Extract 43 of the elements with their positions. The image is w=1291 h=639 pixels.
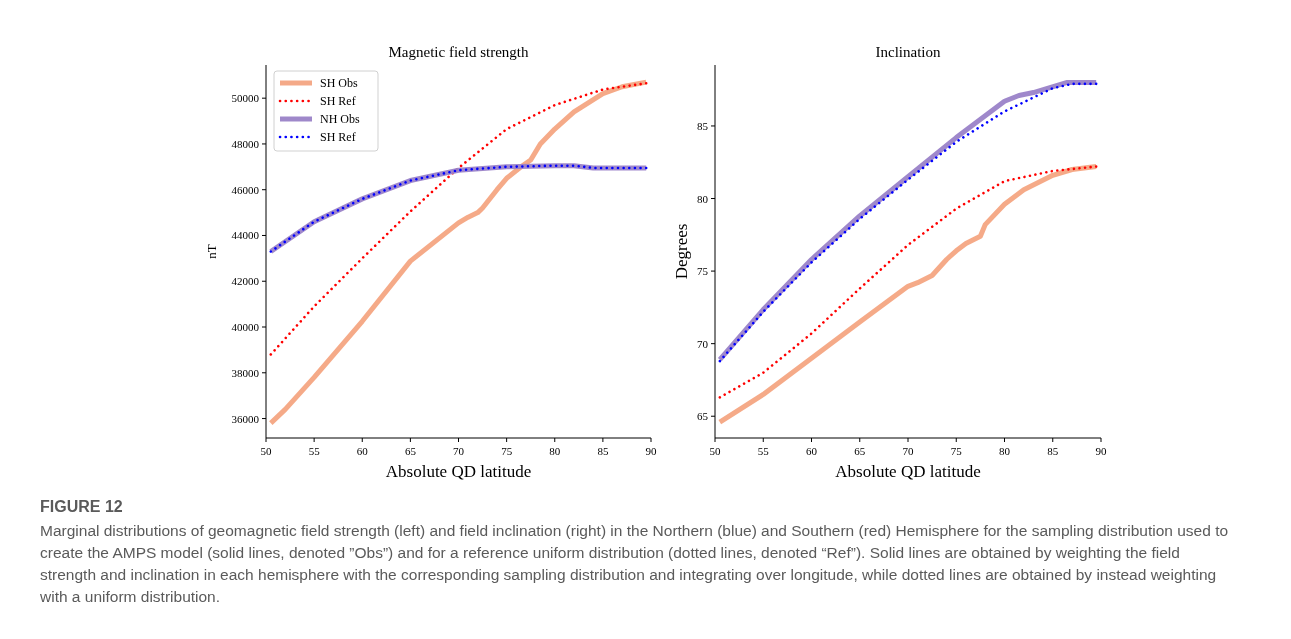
legend-label: SH Ref bbox=[320, 130, 356, 144]
x-tick-label: 60 bbox=[356, 445, 369, 457]
x-tick-label: 55 bbox=[757, 445, 770, 457]
y-tick-label: 38000 bbox=[231, 366, 260, 379]
x-tick-label: 55 bbox=[308, 445, 321, 457]
x-tick-label: 70 bbox=[453, 445, 465, 457]
y-tick-label: 44000 bbox=[231, 229, 260, 242]
y-tick-label: 85 bbox=[697, 119, 709, 132]
y-axis-title: Degrees bbox=[672, 223, 691, 280]
x-tick-label: 70 bbox=[902, 445, 914, 457]
y-tick-label: 50000 bbox=[231, 92, 260, 105]
y-tick-label: 70 bbox=[697, 337, 709, 350]
legend-label: NH Obs bbox=[320, 112, 360, 126]
y-tick-label: 40000 bbox=[231, 321, 260, 334]
chart-title: Inclination bbox=[875, 44, 941, 60]
x-tick-label: 85 bbox=[597, 445, 609, 457]
x-tick-label: 75 bbox=[501, 445, 513, 457]
x-tick-label: 50 bbox=[260, 445, 272, 457]
x-axis-title: Absolute QD latitude bbox=[835, 462, 981, 481]
y-tick-label: 80 bbox=[697, 192, 709, 205]
y-tick-label: 75 bbox=[697, 265, 709, 278]
x-tick-label: 65 bbox=[404, 445, 417, 457]
x-tick-label: 50 bbox=[709, 445, 721, 457]
y-tick-label: 65 bbox=[697, 410, 709, 423]
x-tick-label: 90 bbox=[1095, 445, 1107, 457]
y-tick-label: 46000 bbox=[231, 183, 260, 196]
chart-title: Magnetic field strength bbox=[388, 44, 529, 60]
legend-label: SH Ref bbox=[320, 94, 356, 108]
y-axis-title: nT bbox=[204, 244, 219, 259]
y-tick-label: 42000 bbox=[231, 275, 260, 288]
x-tick-label: 65 bbox=[854, 445, 866, 457]
x-tick-label: 85 bbox=[1047, 445, 1059, 457]
caption: FIGURE 12 bbox=[40, 498, 124, 516]
x-tick-label: 60 bbox=[806, 445, 818, 457]
x-tick-label: 75 bbox=[950, 445, 963, 457]
text: Marginal distributions of geomagnetic field strength (left) and field inclination (right) in the Northern (blue) and Southern (red) Hemisphere for the sampling distribution used to create the AMPS model (solid lines, denoted ”Obs”) and for a reference uniform distribution (dotted lines, denoted “Ref”). Solid lines are obtained by weighting the field strength and inclination in each hemisphere with the corresponding sampling distribution and integrating over longitude, while dotted lines are obtained by instead weighting with a uniform distribution. bbox=[40, 521, 1230, 607]
x-tick-label: 80 bbox=[549, 445, 561, 457]
y-tick-label: 48000 bbox=[231, 137, 260, 150]
x-tick-label: 80 bbox=[999, 445, 1011, 457]
x-axis-title: Absolute QD latitude bbox=[385, 462, 532, 481]
x-tick-label: 90 bbox=[645, 445, 657, 457]
legend-label: SH Obs bbox=[320, 76, 359, 90]
y-tick-label: 36000 bbox=[231, 412, 260, 425]
